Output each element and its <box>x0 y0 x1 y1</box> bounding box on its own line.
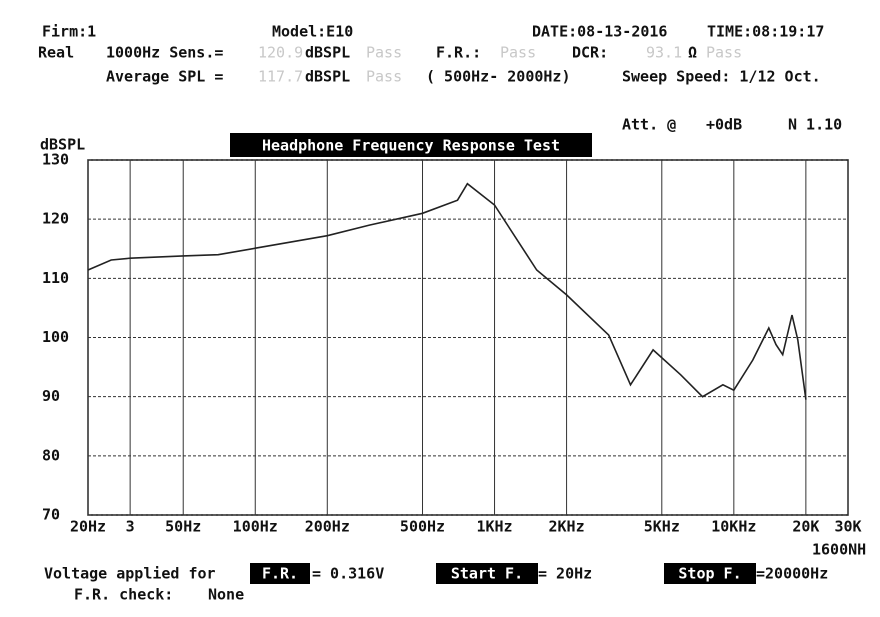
x-tick-label: 200Hz <box>305 518 350 536</box>
version: N 1.10 <box>788 116 842 134</box>
start: = 20Hz <box>538 565 592 583</box>
check: None <box>208 586 244 604</box>
dcr-label: DCR: <box>572 44 608 62</box>
date: DATE:08-13-2016 <box>532 23 667 41</box>
sweep: Sweep Speed: 1/12 Oct. <box>622 68 821 86</box>
stop: =20000Hz <box>756 565 828 583</box>
sens-label: 1000Hz Sens.= <box>106 44 223 62</box>
x-tick-label: 20K <box>792 518 819 536</box>
chart-title: Headphone Frequency Response Test <box>262 137 560 155</box>
avg-unit: dBSPL <box>305 68 350 86</box>
y-tick-label: 90 <box>42 387 60 405</box>
dcr-value: 93.1 <box>646 44 682 62</box>
y-tick-label: 130 <box>42 151 69 169</box>
x-tick-label: 3 <box>126 518 135 536</box>
x-tick-label: 20Hz <box>70 518 106 536</box>
x-note: 1600NH <box>812 541 866 559</box>
y-tick-label: 70 <box>42 506 60 524</box>
start-box <box>436 563 538 584</box>
avg-label: Average SPL = <box>106 68 223 86</box>
y-axis-label: dBSPL <box>40 136 85 154</box>
stop-box <box>664 563 756 584</box>
firm: Firm:1 <box>42 23 96 41</box>
x-tick-label: 500Hz <box>400 518 445 536</box>
fr-box-label: F.R. <box>262 565 298 583</box>
x-tick-label: 50Hz <box>165 518 201 536</box>
avg-value: 117.7 <box>258 68 303 86</box>
x-tick-label: 5KHz <box>644 518 680 536</box>
stop-box-label: Stop F. <box>678 565 741 583</box>
model: Model:E10 <box>272 23 353 41</box>
x-tick-label: 1KHz <box>476 518 512 536</box>
att-value: +0dB <box>706 116 742 134</box>
x-tick-label: 10KHz <box>711 518 756 536</box>
mode: Real <box>38 44 74 62</box>
title-box <box>230 133 592 157</box>
response-line <box>87 182 807 400</box>
sens-result: Pass <box>366 44 402 62</box>
att: Att. @ <box>622 116 676 134</box>
fr-label: F.R.: <box>436 44 481 62</box>
dcr-unit: Ω <box>688 44 697 62</box>
fr-result: Pass <box>500 44 536 62</box>
y-tick-label: 80 <box>42 446 60 464</box>
x-tick-label: 30K <box>834 518 861 536</box>
dcr-result: Pass <box>706 44 742 62</box>
x-tick-label: 100Hz <box>233 518 278 536</box>
range: ( 500Hz- 2000Hz) <box>426 68 571 86</box>
y-tick-label: 120 <box>42 210 69 228</box>
check-label: F.R. check: <box>74 586 173 604</box>
start-box-label: Start F. <box>451 565 523 583</box>
sens-value: 120.9 <box>258 44 303 62</box>
voltage: = 0.316V <box>312 565 384 583</box>
avg-result: Pass <box>366 68 402 86</box>
sens-unit: dBSPL <box>305 44 350 62</box>
time: TIME:08:19:17 <box>707 23 824 41</box>
x-tick-label: 2KHz <box>549 518 585 536</box>
y-tick-label: 110 <box>42 269 69 287</box>
voltage-label: Voltage applied for <box>44 565 216 583</box>
fr-box <box>250 563 310 584</box>
y-tick-label: 100 <box>42 328 69 346</box>
